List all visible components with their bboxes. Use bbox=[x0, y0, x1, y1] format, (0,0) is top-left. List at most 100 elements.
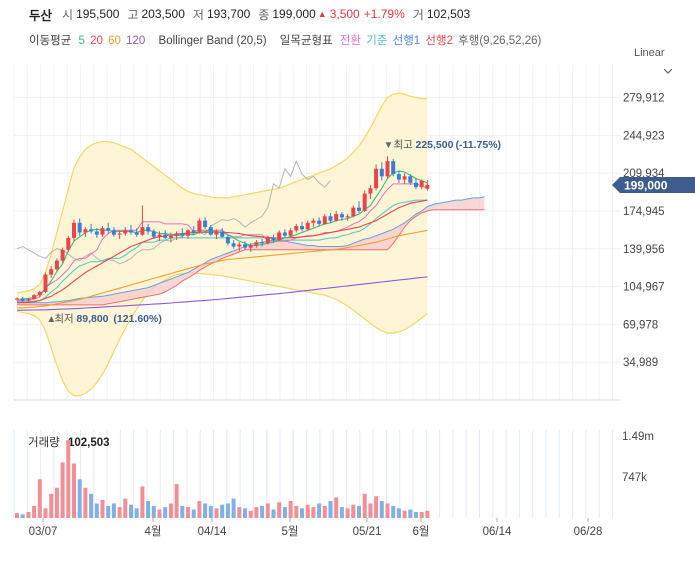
volume-bar bbox=[328, 501, 333, 518]
candle-body bbox=[220, 231, 225, 237]
volume-bar bbox=[106, 505, 111, 518]
candle-body bbox=[334, 214, 339, 221]
volume-bar bbox=[311, 507, 316, 518]
volume-bar bbox=[374, 496, 379, 518]
max-marker-icon: ▼ bbox=[384, 140, 394, 151]
volume-bar bbox=[402, 510, 407, 518]
ma5-label: 5 bbox=[78, 35, 85, 47]
volume-bar bbox=[220, 504, 225, 518]
date-tick-label: 05/21 bbox=[353, 526, 382, 538]
open-label: 시 bbox=[62, 7, 74, 22]
volume-bar bbox=[277, 502, 282, 518]
candle-body bbox=[123, 230, 128, 234]
candle-body bbox=[345, 216, 350, 218]
lag-label: 후행(9,26,52,26) bbox=[458, 35, 542, 47]
conversion-line bbox=[17, 183, 428, 302]
date-tick-label: 04/14 bbox=[198, 526, 227, 538]
volume-bar bbox=[123, 498, 128, 518]
volume-bar bbox=[260, 505, 265, 518]
min-value: 89,800 bbox=[76, 313, 108, 325]
close-label: 종 bbox=[258, 7, 270, 22]
volume-bar bbox=[60, 462, 65, 518]
lead1-line bbox=[17, 196, 485, 304]
candle-body bbox=[32, 295, 37, 299]
volume-bar bbox=[408, 509, 413, 518]
candle-body bbox=[111, 230, 116, 235]
volume-bar bbox=[419, 511, 424, 518]
volume-bar bbox=[186, 507, 190, 518]
high-value: 203,500 bbox=[141, 7, 185, 21]
bollinger-fill bbox=[17, 93, 428, 396]
base-label: 기준 bbox=[366, 35, 388, 47]
volume-bar bbox=[20, 514, 25, 518]
candle-body bbox=[265, 237, 270, 244]
candle-body bbox=[408, 176, 413, 183]
candle-body bbox=[311, 220, 316, 223]
candle-body bbox=[414, 182, 418, 188]
volume-bar bbox=[300, 508, 304, 518]
candle-body bbox=[77, 222, 82, 233]
volume-bar bbox=[282, 507, 287, 518]
volume-bar bbox=[225, 503, 230, 518]
bollinger-band bbox=[16, 92, 428, 397]
candle-body bbox=[106, 228, 111, 231]
candle-body bbox=[214, 231, 219, 235]
volume-bar bbox=[134, 508, 139, 518]
volume-bar bbox=[100, 499, 105, 518]
price-tick-label: 279,912 bbox=[623, 93, 665, 105]
price-tick-label: 174,945 bbox=[623, 206, 665, 218]
max-value: 225,500 bbox=[416, 139, 454, 151]
candle-body bbox=[15, 298, 19, 300]
volume-bar bbox=[43, 508, 48, 518]
base-line bbox=[17, 199, 428, 303]
candle-body bbox=[168, 235, 173, 238]
volume-bar bbox=[231, 498, 236, 518]
volume-bar bbox=[237, 507, 242, 518]
candle-body bbox=[271, 237, 276, 241]
candle-body bbox=[94, 231, 99, 235]
ma120-line bbox=[16, 276, 428, 311]
candle-body bbox=[396, 174, 401, 180]
volume-bar bbox=[351, 504, 356, 518]
volume-bar bbox=[140, 486, 145, 518]
lead2-line bbox=[17, 209, 485, 306]
volume-bar bbox=[214, 508, 219, 518]
candle-body bbox=[402, 176, 407, 180]
volume-bar bbox=[305, 504, 310, 518]
candle-body bbox=[237, 244, 242, 247]
scale-mode-toggle[interactable]: Linear bbox=[634, 47, 665, 59]
candle-body bbox=[151, 231, 156, 237]
volume-bar bbox=[83, 487, 88, 518]
candle-body bbox=[54, 260, 59, 270]
quote-header: 두산 시 195,500 고 203,500 저 193,700 종 199,0… bbox=[29, 6, 478, 23]
ma20-line bbox=[16, 199, 428, 304]
volume-bar bbox=[208, 505, 213, 518]
candle-body bbox=[379, 168, 384, 177]
bollinger-label[interactable]: Bollinger Band (20,5) bbox=[158, 35, 267, 47]
volume-bar bbox=[111, 503, 116, 518]
volume-bar bbox=[368, 503, 373, 518]
volume-bar bbox=[391, 505, 396, 518]
candle-body bbox=[362, 193, 367, 211]
volume-bar bbox=[146, 501, 151, 518]
ma120-label: 120 bbox=[126, 35, 146, 47]
ichimoku-label[interactable]: 일목균형표 bbox=[279, 35, 333, 47]
stock-name: 두산 bbox=[29, 8, 53, 23]
candle-body bbox=[60, 249, 65, 261]
volume-bar bbox=[72, 463, 76, 518]
candle-body bbox=[197, 220, 202, 233]
price-tick-label: 209,934 bbox=[623, 168, 665, 180]
volume-bar bbox=[174, 484, 179, 518]
date-axis: 03/07 4월 04/14 5월 05/21 6월 06/14 06/28 bbox=[29, 518, 603, 538]
date-tick-label: 06/28 bbox=[574, 526, 603, 538]
ma-label[interactable]: 이동평균 bbox=[29, 35, 72, 47]
volume-bar bbox=[339, 507, 344, 518]
price-tick-label: 244,923 bbox=[623, 130, 665, 142]
min-percent: (121.60%) bbox=[113, 313, 161, 325]
min-marker-icon: ▲ bbox=[46, 314, 56, 325]
ma20-label: 20 bbox=[90, 35, 103, 47]
chevron-down-icon[interactable] bbox=[664, 69, 672, 74]
low-label: 저 bbox=[192, 7, 204, 22]
candle-body bbox=[368, 188, 373, 194]
